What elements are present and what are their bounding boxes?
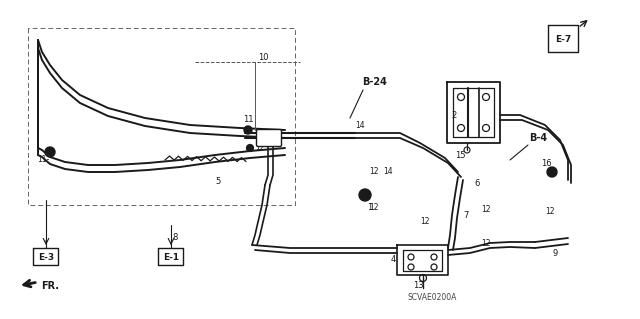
Circle shape	[547, 167, 557, 177]
Text: SCVAE0200A: SCVAE0200A	[407, 293, 457, 302]
Text: 8: 8	[172, 234, 178, 242]
Text: 11-: 11-	[37, 155, 49, 165]
Text: 12: 12	[255, 143, 265, 152]
Text: B-4: B-4	[529, 133, 547, 143]
Text: 10: 10	[258, 53, 268, 62]
Text: E-1: E-1	[163, 254, 179, 263]
Text: 12: 12	[369, 167, 379, 176]
Text: 12: 12	[481, 205, 491, 214]
Text: 1: 1	[367, 203, 372, 211]
Text: 12: 12	[420, 218, 429, 226]
Text: 5: 5	[216, 177, 221, 187]
Circle shape	[45, 147, 55, 157]
Circle shape	[244, 126, 252, 134]
Text: 6: 6	[474, 179, 480, 188]
Text: B-24: B-24	[363, 77, 387, 87]
Text: 13: 13	[413, 280, 423, 290]
Text: 7: 7	[463, 211, 468, 219]
Circle shape	[246, 145, 253, 152]
Circle shape	[359, 189, 371, 201]
Text: 12: 12	[545, 207, 555, 217]
Text: FR.: FR.	[41, 281, 59, 291]
Text: 2: 2	[451, 110, 456, 120]
Text: 16: 16	[541, 159, 551, 167]
Text: 4: 4	[390, 256, 396, 264]
Text: E-3: E-3	[38, 254, 54, 263]
Text: 12: 12	[481, 239, 491, 248]
Text: 15: 15	[455, 151, 465, 160]
Text: 12: 12	[369, 204, 379, 212]
Text: 11: 11	[243, 115, 253, 124]
Text: 3: 3	[267, 133, 271, 143]
Text: 14: 14	[355, 122, 365, 130]
Text: 9: 9	[552, 249, 557, 257]
FancyBboxPatch shape	[257, 130, 282, 146]
Text: 14: 14	[383, 167, 393, 176]
Text: E-7: E-7	[555, 35, 571, 44]
